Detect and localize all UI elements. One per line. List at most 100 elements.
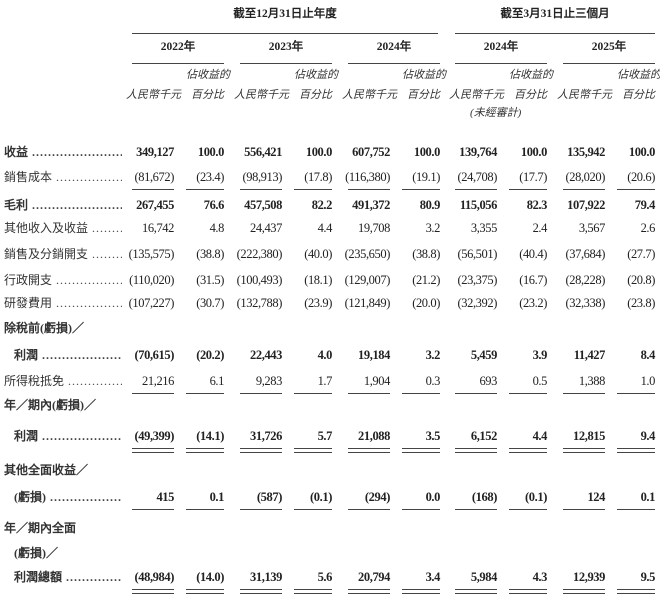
cell-value: (110,020) xyxy=(129,273,174,287)
amount-cell: 12,939 xyxy=(559,568,605,594)
cell-value: 21,216 xyxy=(142,374,174,388)
percent-cell: (23.2) xyxy=(505,294,547,312)
table-row: (虧損)／ xyxy=(0,544,660,562)
row-label: 行政開支 xyxy=(4,271,122,289)
amount-cell: (222,380) xyxy=(236,245,283,263)
row-label: 利潤總額 xyxy=(14,568,122,586)
amount-cell: 1,388 xyxy=(559,372,605,394)
cell-value: 3.9 xyxy=(532,348,548,362)
divider xyxy=(132,33,438,34)
double-underline xyxy=(402,448,440,453)
table-row: 年／期內(虧損)／ xyxy=(0,396,660,414)
amount-cell: 556,421 xyxy=(236,143,282,161)
percent-cell: (0.1) xyxy=(290,488,332,510)
row-label: 研發費用 xyxy=(4,294,122,312)
cell-value: (56,501) xyxy=(457,247,497,261)
table-row: 銷售及分銷開支 (135,575) (38.8) (222,380) (40.0) (23… xyxy=(0,245,660,263)
year-header: 2024年 xyxy=(376,41,412,53)
row-label: 除稅前(虧損)／ xyxy=(4,321,84,335)
cell-value: 3.2 xyxy=(425,348,441,362)
amount-cell: (129,007) xyxy=(344,271,391,289)
underline xyxy=(509,189,547,190)
cell-value: 3.4 xyxy=(425,570,441,584)
amount-cell: 124 xyxy=(559,488,605,510)
percent-cell: 1.7 xyxy=(290,372,332,394)
row-label: (虧損) xyxy=(14,488,122,506)
underline xyxy=(617,189,655,190)
percent-cell: 4.4 xyxy=(290,219,333,237)
underline xyxy=(240,393,282,394)
amount-column-header: 人民幣千元 xyxy=(449,89,504,101)
cell-value: 12,939 xyxy=(573,570,605,584)
double-underline xyxy=(455,448,497,453)
underline xyxy=(509,393,547,394)
row-label: 年／期內(虧損)／ xyxy=(4,398,96,412)
cell-value: 9.5 xyxy=(640,570,656,584)
cell-value: 556,421 xyxy=(244,145,282,159)
underline xyxy=(186,509,224,510)
amount-cell: 31,139 xyxy=(236,568,282,594)
year-header: 2025年 xyxy=(591,41,627,53)
percent-cell: 5.6 xyxy=(290,568,332,594)
cell-value: (20.0) xyxy=(412,296,440,310)
cell-value: 0.5 xyxy=(532,374,548,388)
amount-cell: (294) xyxy=(344,488,390,510)
underline xyxy=(563,189,605,190)
percent-cell: (38.8) xyxy=(398,245,440,263)
cell-value: 2.6 xyxy=(640,221,656,235)
underline xyxy=(402,189,440,190)
cell-value: 80.9 xyxy=(419,198,441,212)
cell-value: 349,127 xyxy=(136,145,174,159)
table-row: 年／期內全面 xyxy=(0,519,660,537)
percent-cell: (20.0) xyxy=(398,294,440,312)
cell-value: 107,922 xyxy=(567,198,605,212)
amount-cell: 6,152 xyxy=(451,427,497,453)
cell-value: 4.0 xyxy=(317,348,333,362)
double-underline xyxy=(563,448,605,453)
percent-column-header-line1: 佔收益的 xyxy=(617,69,660,81)
amount-cell: 16,742 xyxy=(128,219,174,237)
cell-value: (49,399) xyxy=(134,429,174,443)
double-underline xyxy=(348,448,390,453)
table-row: 除稅前(虧損)／ xyxy=(0,319,660,337)
amount-cell: 267,455 xyxy=(128,196,174,214)
cell-value: 0.0 xyxy=(425,490,441,504)
cell-value: 1.0 xyxy=(640,374,656,388)
row-label: 銷售成本 xyxy=(4,168,122,186)
percent-cell: 100.0 xyxy=(182,143,225,161)
percent-cell: 82.2 xyxy=(290,196,333,214)
amount-cell: 607,752 xyxy=(344,143,390,161)
double-underline xyxy=(186,589,224,594)
cell-value: (116,380) xyxy=(345,170,390,184)
double-underline xyxy=(294,448,332,453)
percent-cell: 9.5 xyxy=(613,568,656,594)
percent-cell: 4.4 xyxy=(505,427,548,453)
divider xyxy=(563,63,655,64)
amount-cell: 1,904 xyxy=(344,372,390,394)
percent-cell: 100.0 xyxy=(398,143,441,161)
percent-column-header-line2: 百分比 xyxy=(299,89,332,101)
percent-cell: 100.0 xyxy=(613,143,656,161)
cell-value: 76.6 xyxy=(203,198,225,212)
cell-value: 24,437 xyxy=(250,221,282,235)
cell-value: 4.4 xyxy=(532,429,548,443)
underline xyxy=(294,509,332,510)
cell-value: (23.2) xyxy=(519,296,547,310)
row-label: 年／期內全面 xyxy=(4,521,77,535)
cell-value: 0.1 xyxy=(209,490,225,504)
cell-value: 0.3 xyxy=(425,374,441,388)
cell-value: 82.3 xyxy=(526,198,548,212)
row-label: 其他全面收益／ xyxy=(4,463,89,477)
amount-cell: (49,399) xyxy=(128,427,174,453)
year-header: 2024年 xyxy=(483,41,519,53)
cell-value: (37,684) xyxy=(565,247,605,261)
amount-cell: (56,501) xyxy=(451,245,497,263)
double-underline xyxy=(240,448,282,453)
amount-cell: 139,764 xyxy=(451,143,497,161)
cell-value: (28,228) xyxy=(565,273,605,287)
amount-cell: (37,684) xyxy=(559,245,605,263)
cell-value: (168) xyxy=(471,490,497,504)
cell-value: (70,615) xyxy=(134,348,174,362)
cell-value: (107,227) xyxy=(128,296,175,310)
cell-value: (38.8) xyxy=(412,247,440,261)
